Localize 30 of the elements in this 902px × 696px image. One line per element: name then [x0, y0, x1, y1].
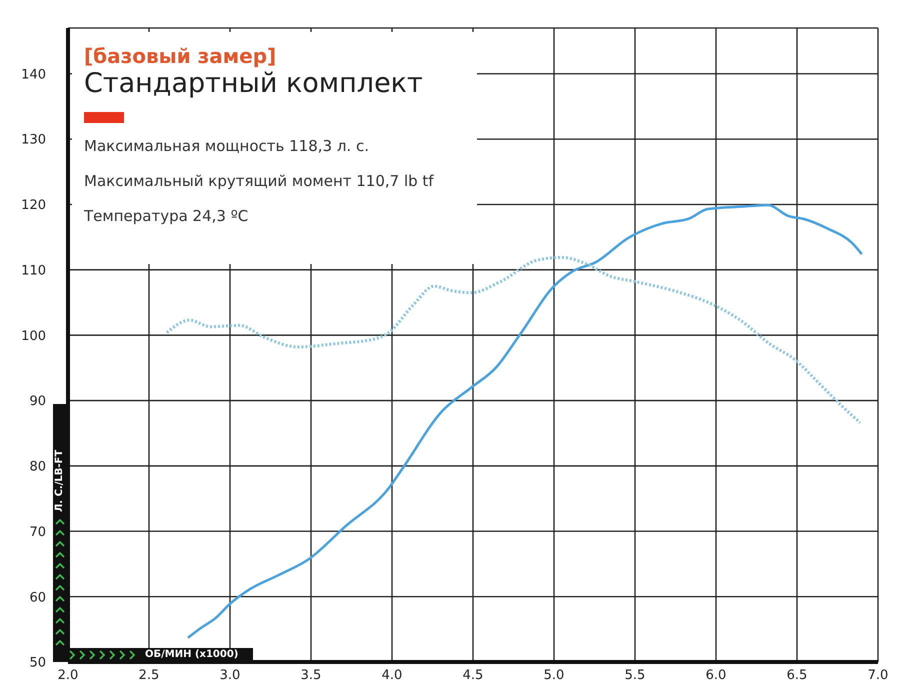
annotation: Максимальный крутящий момент 110,7 lb tf — [84, 172, 435, 190]
annotation: Максимальная мощность 118,3 л. с. — [84, 137, 370, 155]
y-tick-label: 120 — [21, 198, 46, 214]
y-tick-label: 130 — [21, 132, 46, 148]
y-tick-label: 110 — [21, 263, 46, 278]
y-tick-label: 70 — [29, 524, 46, 540]
annotation: Температура 24,3 ºC — [84, 207, 250, 225]
y-tick-label: 100 — [21, 328, 46, 344]
text: Стандартный комплект — [84, 68, 424, 100]
text: [базовый замер] — [84, 44, 278, 68]
x-tick-label: 5.0 — [544, 668, 564, 684]
x-axis-title: ОБ/МИН (x1000) — [145, 648, 238, 662]
y-tick-label: 60 — [29, 590, 46, 606]
x-tick-label: 6.5 — [786, 668, 808, 684]
line-series — [165, 256, 862, 424]
x-tick-label: 4.0 — [382, 668, 402, 684]
x-tick-label: 2.5 — [138, 668, 160, 684]
x-tick-label: 5.5 — [624, 668, 646, 684]
x-tick-label: 7.0 — [868, 668, 888, 684]
y-tick-label: 90 — [29, 394, 46, 410]
y-tick-label: 50 — [29, 656, 46, 671]
line-series — [186, 204, 864, 640]
x-tick-label: 4.5 — [462, 668, 484, 684]
x-tick-label: 3.5 — [300, 668, 322, 684]
y-tick-label: 80 — [29, 460, 46, 475]
y-axis-title: Л. С./LB-FT — [53, 450, 66, 512]
x-tick-label: 3.0 — [220, 668, 240, 684]
y-tick-label: 140 — [21, 67, 46, 82]
x-tick-label: 6.0 — [706, 668, 726, 684]
x-tick-label: 2.0 — [58, 668, 78, 684]
